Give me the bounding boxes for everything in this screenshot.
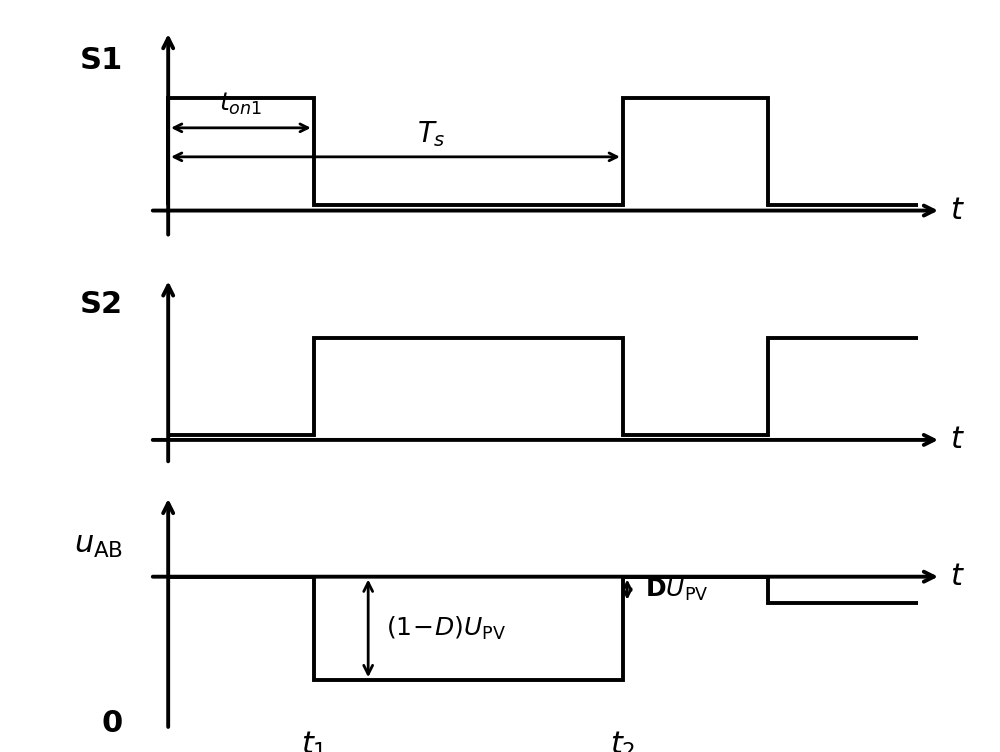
Text: $(1\!-\!D)U_{\mathrm{PV}}$: $(1\!-\!D)U_{\mathrm{PV}}$ (386, 615, 506, 642)
Text: $t$: $t$ (950, 196, 965, 225)
Text: $t$: $t$ (950, 426, 965, 454)
Text: $t_{on1}$: $t_{on1}$ (219, 91, 262, 117)
Text: $t_2$: $t_2$ (610, 729, 635, 752)
Text: $u_{\mathrm{AB}}$: $u_{\mathrm{AB}}$ (74, 531, 123, 560)
Text: $\mathbf{D}U_{\mathrm{PV}}$: $\mathbf{D}U_{\mathrm{PV}}$ (645, 577, 709, 602)
Text: $t_1$: $t_1$ (301, 729, 326, 752)
Text: $T_s$: $T_s$ (417, 120, 446, 150)
Text: 0: 0 (101, 709, 123, 738)
Text: S2: S2 (80, 290, 123, 319)
Text: $t$: $t$ (950, 562, 965, 591)
Text: S1: S1 (79, 46, 123, 74)
